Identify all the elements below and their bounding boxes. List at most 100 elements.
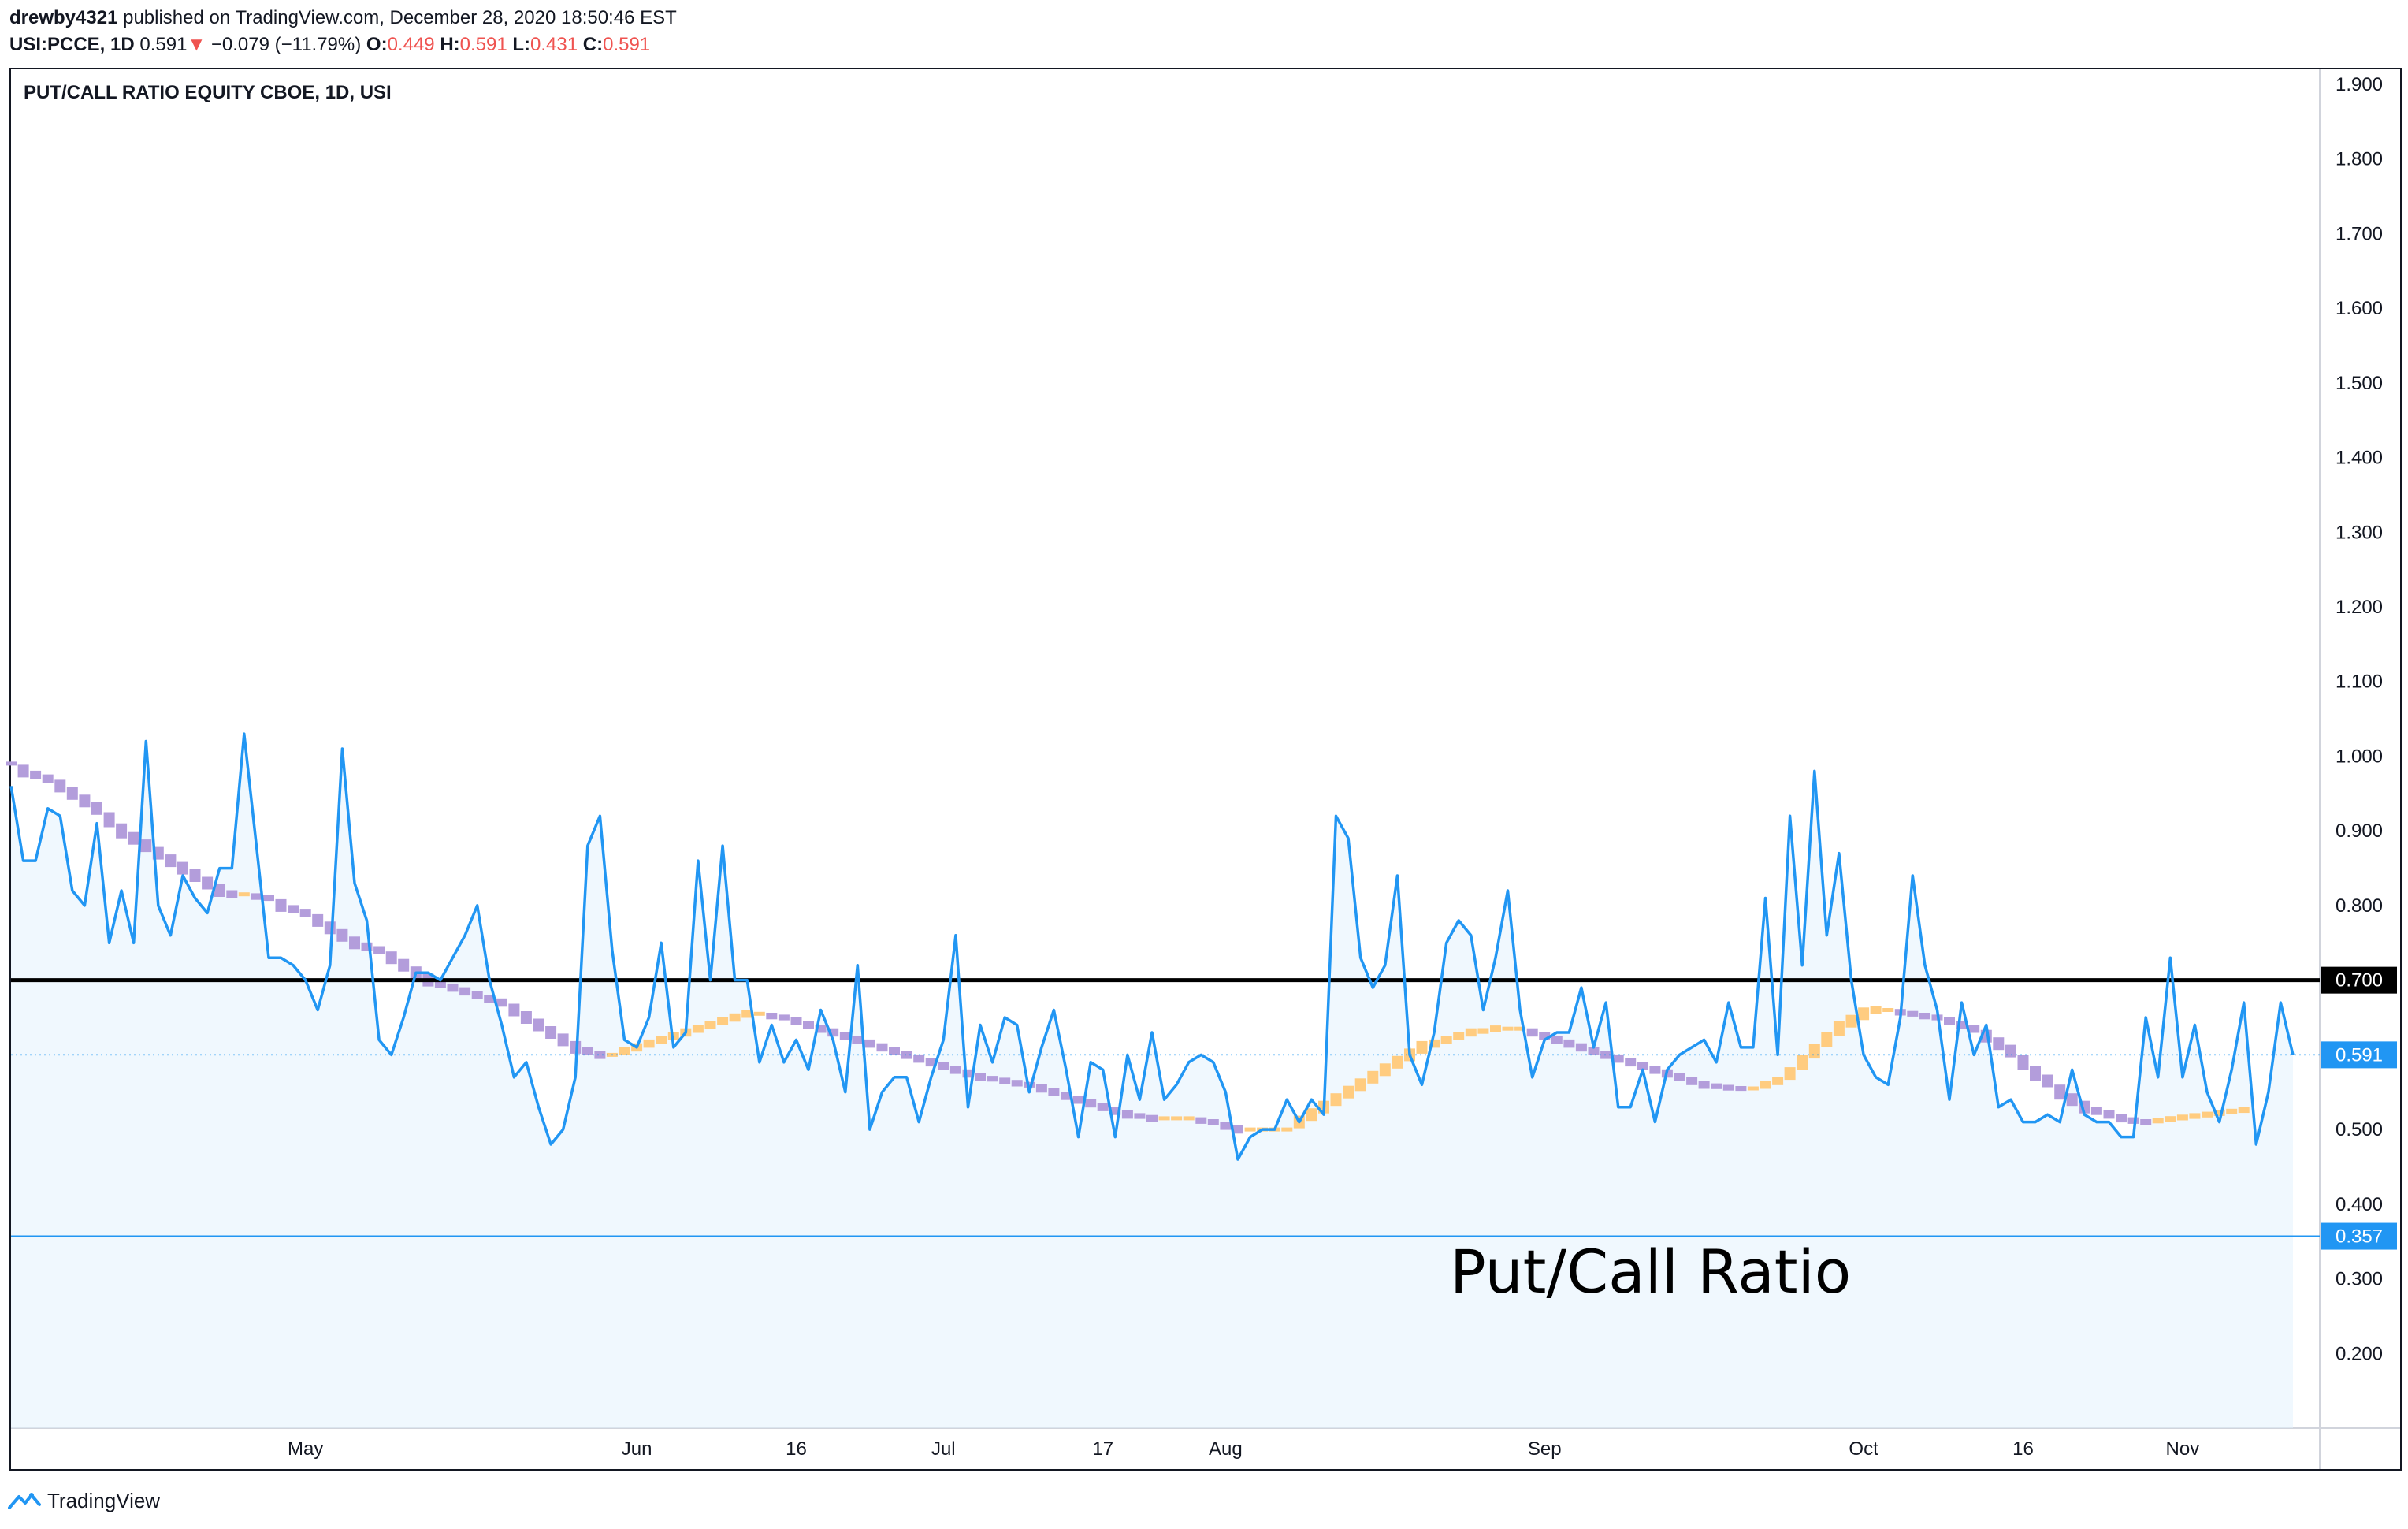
sma-segment xyxy=(496,998,507,1007)
x-tick-label: 16 xyxy=(786,1438,807,1460)
chart-frame[interactable] xyxy=(9,68,2402,1471)
sma-segment xyxy=(1722,1084,1734,1091)
sma-segment xyxy=(2165,1116,2176,1122)
open-value: 0.449 xyxy=(387,34,435,55)
sma-segment xyxy=(238,892,250,897)
sma-segment xyxy=(1956,1021,1968,1029)
published-text: published on TradingView.com, December 2… xyxy=(123,7,677,28)
sma-segment xyxy=(2202,1111,2213,1118)
sma-segment xyxy=(1944,1017,1955,1025)
sma-segment xyxy=(1465,1028,1477,1037)
series-line[interactable] xyxy=(9,732,2295,1161)
sma-segment xyxy=(1035,1084,1047,1093)
sma-segment xyxy=(91,802,102,815)
sma-segment xyxy=(949,1066,961,1074)
sma-segment xyxy=(6,761,17,766)
sma-segment xyxy=(2189,1113,2201,1119)
sma-segment xyxy=(643,1039,655,1048)
sma-segment xyxy=(66,787,78,800)
sma-segment xyxy=(729,1013,741,1022)
open-label: O: xyxy=(366,34,388,55)
sma-segment xyxy=(557,1033,569,1047)
sma-segment xyxy=(1453,1032,1465,1040)
tradingview-logo-icon xyxy=(8,1493,41,1509)
footer-brand[interactable]: TradingView xyxy=(47,1488,161,1512)
sma-segment xyxy=(54,779,66,793)
author-name[interactable]: drewby4321 xyxy=(9,7,118,28)
sma-segment xyxy=(398,958,410,972)
sma-segment xyxy=(2005,1044,2016,1058)
sma-segment xyxy=(852,1036,864,1044)
sma-segment xyxy=(901,1051,912,1059)
sma-segment xyxy=(1637,1062,1648,1070)
sma-segment xyxy=(1011,1080,1023,1087)
ohlc-info: USI:PCCE, 1D 0.591▼ −0.079 (−11.79%) O:0… xyxy=(9,32,2295,58)
sma-segment xyxy=(1281,1127,1293,1132)
sma-segment xyxy=(1735,1086,1747,1092)
sma-segment xyxy=(1306,1108,1317,1122)
sma-segment xyxy=(1686,1077,1698,1085)
sma-segment xyxy=(803,1021,814,1029)
sma-segment xyxy=(2127,1117,2139,1124)
sma-segment xyxy=(1833,1021,1845,1036)
sma-segment xyxy=(582,1047,593,1055)
sma-segment xyxy=(1845,1014,1857,1028)
sma-segment xyxy=(1183,1116,1195,1121)
y-tick-label: 0.200 xyxy=(2336,1343,2383,1364)
sma-segment xyxy=(447,983,459,992)
x-tick-label: 17 xyxy=(1092,1438,1113,1460)
sma-segment xyxy=(619,1047,630,1055)
sma-segment xyxy=(1698,1081,1710,1089)
sma-segment xyxy=(545,1026,557,1039)
sma-segment xyxy=(2238,1107,2250,1114)
sma-segment xyxy=(1048,1088,1060,1096)
sma-segment xyxy=(1551,1036,1563,1044)
price-tag-0357-bg xyxy=(2321,1222,2397,1250)
sma-segment xyxy=(1109,1107,1121,1115)
sma-segment xyxy=(1625,1058,1637,1067)
y-tick-label: 1.100 xyxy=(2336,671,2383,693)
sma-segment xyxy=(1821,1032,1833,1047)
x-tick-label: Jul xyxy=(931,1438,956,1460)
price-tag-0357: 0.357 xyxy=(2336,1226,2383,1248)
sma-segment xyxy=(1367,1070,1379,1084)
sma-segment xyxy=(1440,1036,1452,1044)
sma-segment xyxy=(165,854,177,868)
sma-segment xyxy=(753,1011,765,1016)
sma-segment xyxy=(925,1058,937,1067)
sma-segment xyxy=(17,764,29,778)
sma-segment xyxy=(508,1003,520,1017)
y-tick-label: 1.800 xyxy=(2336,149,2383,170)
sma-segment xyxy=(1429,1039,1440,1048)
sma-segment xyxy=(1392,1055,1403,1069)
sma-segment xyxy=(2090,1107,2102,1115)
sma-segment xyxy=(766,1013,778,1020)
sma-segment xyxy=(1600,1051,1612,1059)
sma-segment xyxy=(299,909,311,917)
sma-segment xyxy=(2152,1118,2164,1124)
y-tick-label: 1.700 xyxy=(2336,223,2383,244)
sma-segment xyxy=(434,980,446,988)
sma-segment xyxy=(1244,1127,1256,1132)
sma-segment xyxy=(1797,1055,1808,1070)
sma-segment xyxy=(987,1076,998,1082)
y-tick-label: 0.800 xyxy=(2336,895,2383,917)
sma-segment xyxy=(1747,1086,1759,1091)
sma-segment xyxy=(864,1039,875,1048)
sma-segment xyxy=(533,1018,544,1032)
price-tag-0700-bg xyxy=(2321,966,2397,994)
sma-segment xyxy=(226,890,238,898)
sma-segment xyxy=(1907,1010,1919,1017)
sma-segment xyxy=(189,869,201,882)
sma-segment xyxy=(2054,1084,2066,1100)
y-tick-label: 0.400 xyxy=(2336,1194,2383,1215)
down-arrow-icon: ▼ xyxy=(187,34,206,55)
sma-segment xyxy=(1195,1117,1207,1124)
x-tick-label: May xyxy=(288,1438,323,1460)
sma-segment xyxy=(1808,1044,1820,1059)
price-tag-last: 0.591 xyxy=(2336,1044,2383,1066)
area-fill xyxy=(11,734,2293,1428)
sma-segment xyxy=(263,895,274,902)
x-tick-label: 16 xyxy=(2012,1438,2034,1460)
